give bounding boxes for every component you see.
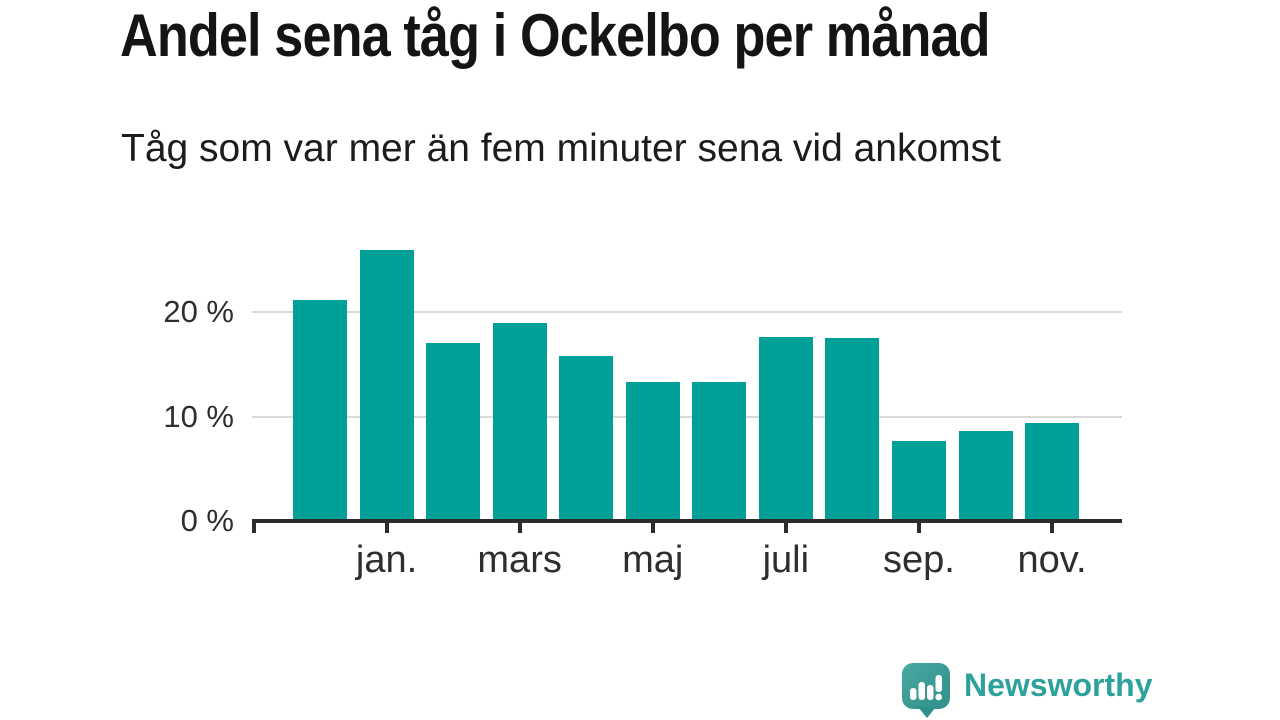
y-axis-label: 20 % (163, 294, 234, 329)
x-axis-label: mars (477, 539, 562, 581)
bar (293, 299, 347, 519)
bar (492, 322, 547, 519)
bar (559, 355, 614, 519)
gridline (252, 415, 1122, 418)
bar (426, 343, 481, 519)
x-axis-label: maj (622, 539, 684, 581)
brand-name: Newsworthy (964, 667, 1153, 703)
bar (359, 250, 414, 519)
x-axis-tick (384, 523, 389, 533)
x-axis-tick (783, 523, 788, 533)
x-axis-tick (252, 523, 256, 533)
bar (692, 382, 747, 519)
bar (958, 431, 1013, 519)
y-axis-label: 10 % (163, 398, 234, 434)
x-axis-label: nov. (1017, 539, 1087, 581)
bar (625, 382, 680, 519)
gridline (252, 311, 1122, 313)
x-axis-label: jan. (355, 539, 418, 581)
x-axis-label: juli (762, 539, 810, 581)
plot-area (252, 228, 1122, 519)
x-axis-tick (1050, 523, 1055, 533)
bar (825, 338, 880, 519)
bar (891, 440, 946, 519)
newsworthy-speech-bubble-chart-icon (902, 663, 950, 718)
bar (758, 337, 813, 519)
chart-subtitle: Tåg som var mer än fem minuter sena vid … (121, 127, 1001, 170)
brand-logo: Newsworthy (900, 661, 1152, 718)
y-axis-label: 0 % (180, 503, 234, 538)
x-axis-tick (517, 523, 522, 533)
chart-title: Andel sena tåg i Ockelbo per månad (120, 2, 991, 69)
x-axis-tick (916, 523, 921, 533)
x-axis-line (252, 519, 1122, 523)
x-axis-tick (650, 523, 655, 533)
bar (1025, 422, 1080, 519)
x-axis-label: sep. (883, 539, 955, 581)
